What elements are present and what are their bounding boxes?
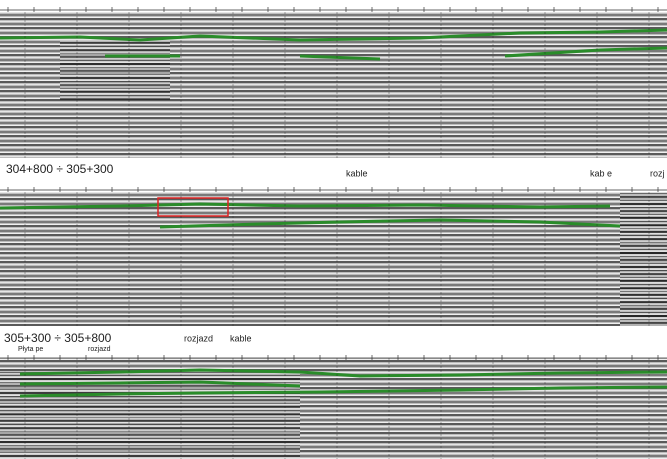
annotation: kable bbox=[230, 333, 252, 343]
panel-1 bbox=[0, 12, 667, 158]
panel-3: 305+300 ÷ 305+800 rozjazd kable Płyta pe… bbox=[0, 331, 667, 459]
section-title: 305+300 ÷ 305+800 bbox=[4, 331, 112, 345]
annotation: rozjazd bbox=[88, 346, 111, 353]
annotation: kable bbox=[346, 168, 368, 178]
horizon-line bbox=[19, 380, 301, 388]
horizon-line bbox=[0, 202, 611, 210]
horizon-line bbox=[504, 46, 667, 58]
annotation: kab e bbox=[590, 168, 612, 178]
reflection-zone bbox=[620, 192, 667, 326]
reflection-zone bbox=[60, 40, 170, 100]
highlight-box bbox=[157, 197, 229, 217]
annotation: Płyta pe bbox=[18, 346, 43, 353]
panel-2: 304+800 ÷ 305+300 kable kab e rozj bbox=[0, 162, 667, 326]
horizon-line bbox=[19, 385, 667, 398]
annotation: rozjazd bbox=[184, 333, 213, 343]
horizon-line bbox=[19, 368, 667, 378]
radargram bbox=[0, 192, 667, 326]
horizon-line bbox=[0, 28, 667, 42]
section-title: 304+800 ÷ 305+300 bbox=[6, 162, 114, 176]
horizon-line bbox=[299, 54, 381, 61]
horizon-line bbox=[159, 218, 621, 229]
annotation: rozj bbox=[650, 168, 665, 178]
distance-rulers bbox=[0, 7, 667, 459]
reflection-zone bbox=[0, 372, 300, 459]
